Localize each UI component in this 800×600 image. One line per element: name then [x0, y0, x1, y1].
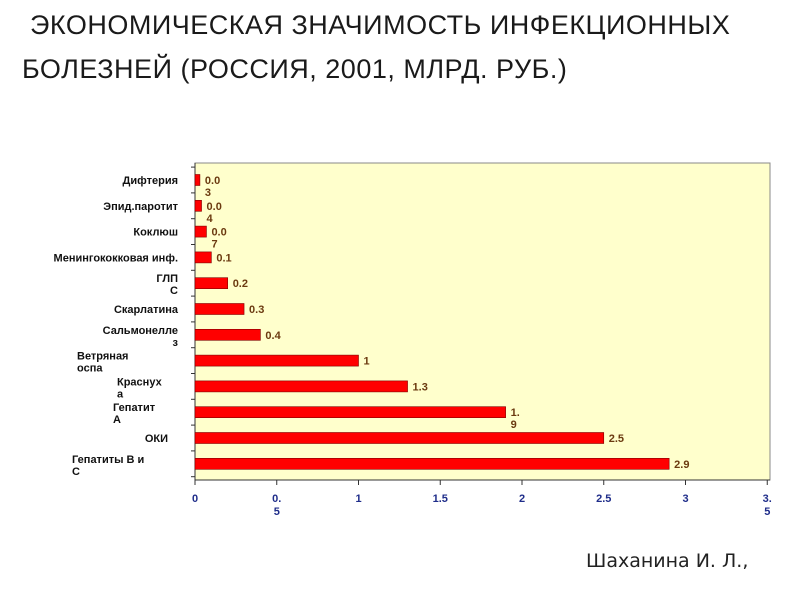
x-tick-label: 3	[682, 493, 688, 505]
value-label: 0.3	[249, 304, 264, 316]
value-label: 0.1	[216, 252, 231, 264]
bar	[194, 406, 506, 419]
category-label: ОКИ	[145, 433, 168, 445]
value-label: 1	[364, 356, 370, 368]
category-label: Гепатит А	[113, 402, 156, 426]
category-label: Краснух а	[117, 376, 163, 400]
value-label: 0.4	[265, 330, 281, 342]
x-tick-label: 2.5	[596, 493, 611, 505]
value-label: 1. 9	[511, 407, 520, 431]
value-label: 0.0 7	[211, 227, 226, 251]
chart-title-line-1: ЭКОНОМИЧЕСКАЯ ЗНАЧИМОСТЬ ИНФЕКЦИОННЫХ	[30, 10, 731, 40]
x-tick-label: 0	[192, 493, 198, 505]
x-tick-label: 1	[355, 493, 361, 505]
bar	[194, 200, 202, 212]
value-label: 0.0 3	[205, 175, 220, 199]
bar	[194, 225, 207, 238]
x-tick-label: 1.5	[433, 493, 448, 505]
x-tick-label: 3. 5	[763, 493, 772, 518]
value-label: 1.3	[413, 381, 428, 393]
x-tick-label: 0. 5	[272, 493, 281, 518]
category-label: Ветряная оспа	[77, 351, 128, 375]
bar	[194, 328, 261, 341]
value-label: 2.5	[609, 433, 624, 445]
bar	[194, 432, 605, 444]
category-label: Сальмонелле з	[103, 325, 179, 349]
bar	[194, 251, 212, 264]
category-label: ГЛП С	[156, 273, 178, 297]
value-label: 2.9	[674, 459, 689, 471]
bar	[194, 277, 229, 290]
x-tick-label: 2	[519, 493, 525, 505]
value-label: 0.2	[233, 278, 248, 290]
category-label: Менингококковая инф.	[54, 252, 178, 264]
chart-title-line-2: БОЛЕЗНЕЙ (РОССИЯ, 2001, МЛРД. РУБ.)	[22, 54, 568, 84]
bar	[194, 174, 201, 186]
category-label: Коклюш	[133, 227, 178, 239]
category-label: Дифтерия	[123, 175, 178, 187]
bar	[194, 380, 408, 393]
bar	[194, 303, 245, 315]
author-credit: Шаханина И. Л.,	[586, 550, 749, 572]
category-label: Эпид.паротит	[103, 201, 178, 213]
category-label: Скарлатина	[114, 304, 179, 316]
bar	[194, 354, 359, 367]
value-label: 0.0 4	[207, 201, 222, 225]
bar	[194, 457, 670, 470]
plot-area	[194, 162, 771, 481]
